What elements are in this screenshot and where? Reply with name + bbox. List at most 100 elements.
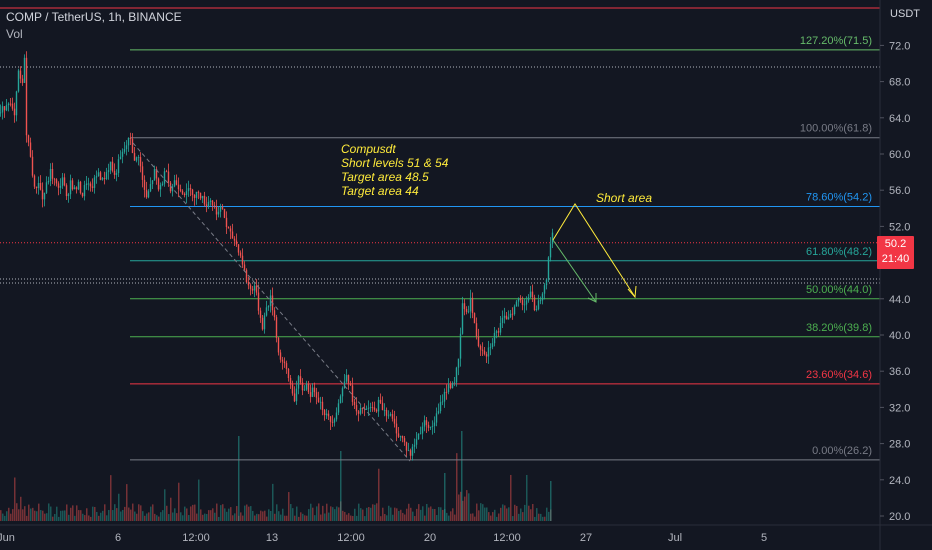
candle-body (347, 375, 350, 384)
price-axis[interactable]: 72.068.064.060.056.052.048.044.040.036.0… (879, 0, 910, 550)
candle-body (295, 388, 298, 402)
volume-bar (426, 503, 428, 521)
volume-bar (488, 512, 490, 521)
volume-bar (152, 504, 154, 521)
volume-bar (520, 508, 522, 521)
volume-bar (196, 513, 198, 521)
volume-bar (480, 503, 482, 521)
volume-bar (100, 512, 102, 521)
volume-bar (316, 506, 318, 521)
candle-body (185, 191, 188, 196)
volume-bar (528, 505, 530, 521)
candle-body (381, 402, 384, 410)
candle-body (529, 291, 532, 298)
fib-level-label: 50.00%(44.0) (806, 284, 872, 296)
volume-bar (84, 515, 86, 521)
candle-body (435, 413, 438, 423)
volume-bar (0, 510, 2, 521)
short-path-green (552, 239, 597, 303)
volume-bar (380, 516, 382, 521)
volume-bar (326, 503, 328, 521)
fibonacci-retracement[interactable]: 127.20%(71.5) 100.00%(61.8) 78.60%(54.2) 61… (130, 35, 880, 461)
volume-bar (472, 513, 474, 521)
candle-body (93, 177, 96, 188)
price-tick-label: 40.0 (889, 330, 910, 342)
candle-body (99, 172, 102, 180)
candle-body (489, 346, 492, 348)
volume-bar (446, 512, 448, 521)
candle-body (147, 191, 150, 198)
candle-body (247, 282, 250, 286)
candle-body (405, 442, 408, 451)
volume-bar (130, 509, 132, 521)
volume-bar (248, 506, 250, 521)
volume-bar (518, 513, 520, 521)
candle-body (487, 347, 490, 357)
candle-body (293, 393, 296, 402)
volume-bar (374, 504, 376, 521)
candle-body (463, 303, 466, 309)
volume-bar (320, 514, 322, 521)
candle-body (213, 205, 216, 207)
volume-bar (464, 496, 466, 521)
candle-body (549, 243, 552, 258)
volume-bar (352, 516, 354, 521)
volume-bar (214, 512, 216, 521)
candle-body (511, 313, 514, 315)
volume-bar (270, 510, 272, 521)
volume-bar (208, 510, 210, 521)
candle-body (145, 189, 148, 198)
candle-body (501, 317, 504, 324)
candle-body (503, 315, 506, 318)
candle-body (251, 288, 254, 291)
volume-bar (538, 513, 540, 521)
short-arrow-head-yellow (627, 285, 637, 299)
time-tick-label: 6 (115, 532, 121, 544)
volume-bar (418, 504, 420, 521)
volume-bar (228, 508, 230, 521)
volume-bar (190, 506, 192, 521)
candle-body (17, 70, 20, 92)
volume-bar (14, 477, 16, 521)
time-axis[interactable]: Jun 6 12:00 13 12:00 20 12:00 27 Jul 5 (0, 524, 932, 544)
candle-body (253, 285, 256, 291)
volume-bar (216, 503, 218, 521)
volume-bar (234, 513, 236, 521)
candle-body (433, 422, 436, 426)
volume-bar (212, 508, 214, 521)
volume-spike (550, 481, 552, 521)
volume-bar (490, 515, 492, 521)
volume-bar (236, 506, 238, 521)
candle-body (439, 402, 442, 412)
fib-level-label: 38.20%(39.8) (806, 322, 872, 334)
volume-bar (132, 503, 134, 521)
volume-bar (68, 514, 70, 521)
volume-bar (278, 511, 280, 521)
candle-body (181, 190, 184, 194)
candle-body (129, 137, 132, 139)
drawing-tools[interactable] (132, 142, 637, 462)
volume-bar (42, 510, 44, 521)
candle-body (461, 303, 464, 334)
candle-body (315, 392, 318, 398)
candle-body (19, 70, 22, 79)
volume-bar (74, 515, 76, 521)
candle-body (333, 419, 336, 423)
volume-bar (114, 504, 116, 521)
candle-body (221, 206, 224, 209)
candle-body (409, 450, 412, 456)
volume-bar (448, 515, 450, 521)
volume-bar (258, 514, 260, 521)
fib-level-label: 23.60%(34.6) (806, 369, 872, 381)
volume-bar (536, 508, 538, 521)
volume-bar (476, 503, 478, 521)
volume-bar (176, 513, 178, 521)
candle-body (521, 300, 524, 305)
candle-body (355, 404, 358, 412)
price-tick-label: 24.0 (889, 475, 910, 487)
candle-body (365, 408, 368, 410)
volume-bar (364, 516, 366, 521)
volume-bar (466, 490, 468, 521)
